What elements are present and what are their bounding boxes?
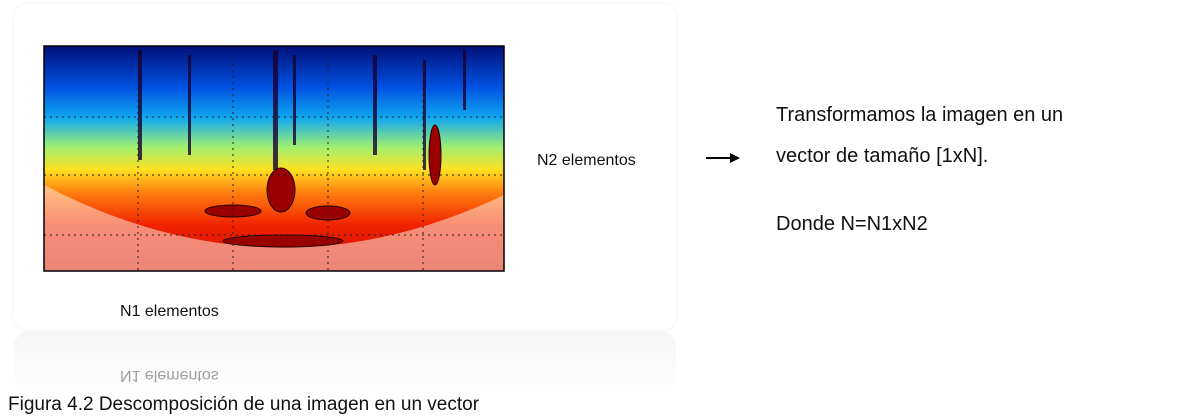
n2-label: N2 elementos <box>537 152 636 170</box>
figure-reflection <box>14 332 676 392</box>
figure-caption: Figura 4.2 Descomposición de una imagen … <box>8 394 479 416</box>
scalogram-image <box>43 45 505 272</box>
text-line: Transformamos la imagen en un <box>776 104 1063 127</box>
page: {"figure": {"n2_label": "N2 elementos", … <box>0 0 1197 416</box>
arrow <box>704 150 744 166</box>
n1-label: N1 elementos <box>120 303 219 321</box>
formula: Donde N=N1xN2 <box>776 213 928 236</box>
text-line: vector de tamaño [1xN]. <box>776 145 988 168</box>
n1-label-reflection: N1 elementos <box>120 366 219 384</box>
